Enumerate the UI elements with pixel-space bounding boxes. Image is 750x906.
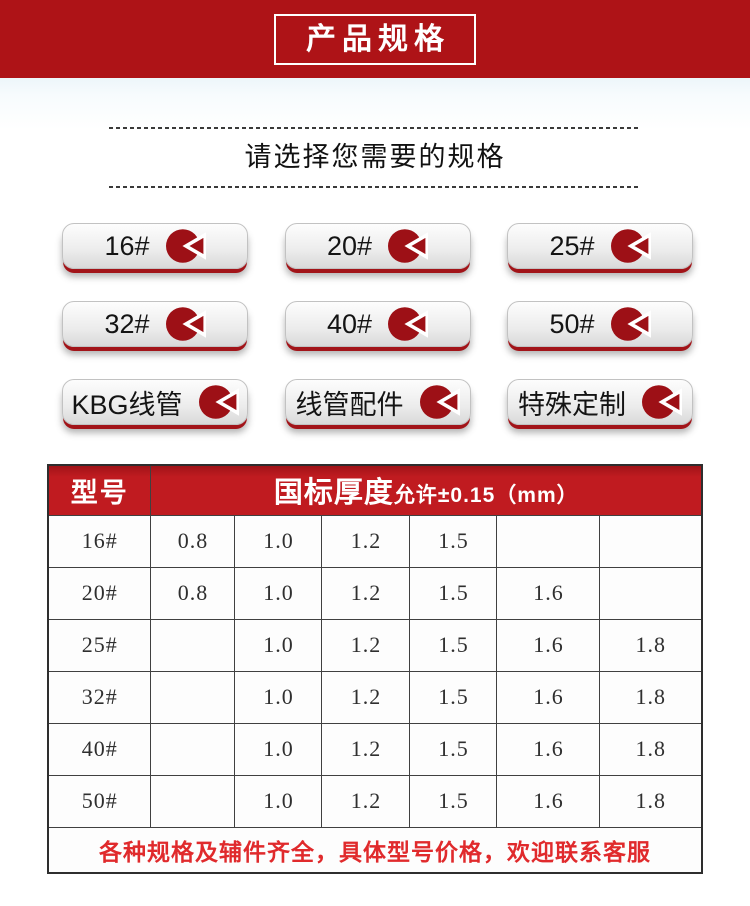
thickness-cell: 1.5 [409, 514, 498, 568]
spec-chooser-section: 请选择您需要的规格 16# 20# 25# 32# 40# [0, 127, 750, 425]
spec-button[interactable]: 25# [507, 223, 693, 269]
divider-dashed-top [109, 127, 641, 129]
table-header-thickness-note: 允许±0.15（mm） [393, 484, 579, 508]
pie-click-icon [388, 229, 429, 263]
spec-button-label: 32# [104, 308, 150, 339]
section-title: 请选择您需要的规格 [244, 142, 506, 172]
spec-button[interactable]: 50# [507, 301, 693, 347]
page-title: 产品规格 [274, 13, 476, 65]
table-header-thickness-main: 国标厚度 [273, 477, 394, 510]
pie-click-icon [165, 307, 206, 341]
spec-button[interactable]: 特殊定制 [507, 379, 693, 425]
spec-button[interactable]: KBG线管 [62, 379, 248, 425]
thickness-cell: 1.2 [321, 566, 411, 620]
table-footer-row: 各种规格及辅件齐全，具体型号价格，欢迎联系客服 [47, 826, 703, 874]
table-row: 32# 1.0 1.2 1.5 1.6 1.8 [47, 670, 703, 724]
banner: 产品规格 [0, 0, 750, 78]
pie-click-icon [610, 307, 651, 341]
table-row: 40# 1.0 1.2 1.5 1.6 1.8 [47, 722, 703, 776]
thickness-cell: 1.0 [234, 514, 323, 568]
thickness-cell [150, 774, 236, 828]
spec-button-label: 特殊定制 [518, 389, 626, 420]
spec-button-grid: 16# 20# 25# 32# 40# 50# [62, 223, 693, 425]
model-cell: 25# [47, 618, 152, 672]
spec-button[interactable]: 线管配件 [284, 379, 471, 425]
model-cell: 50# [47, 774, 152, 828]
thickness-cell: 1.0 [234, 722, 323, 776]
thickness-cell: 1.5 [409, 670, 498, 724]
model-cell: 32# [47, 670, 152, 724]
thickness-cell: 1.5 [409, 722, 498, 776]
thickness-cell [599, 566, 703, 620]
spec-button-label: KBG线管 [71, 389, 183, 420]
thickness-cell: 1.6 [496, 618, 601, 672]
thickness-cell: 1.6 [496, 670, 601, 724]
spec-button-label: 20# [326, 230, 373, 261]
spec-button-label: 线管配件 [295, 389, 404, 420]
thickness-cell: 1.2 [321, 514, 411, 568]
table-header-thickness: 国标厚度允许±0.15（mm） [150, 464, 703, 516]
thickness-cell: 1.8 [599, 774, 703, 828]
spec-button[interactable]: 20# [284, 223, 471, 269]
thickness-cell: 1.6 [496, 774, 601, 828]
thickness-cell: 1.8 [599, 722, 703, 776]
thickness-cell: 1.6 [496, 566, 601, 620]
thickness-cell: 1.5 [409, 774, 498, 828]
pie-click-icon [198, 385, 239, 419]
thickness-cell: 1.0 [234, 670, 323, 724]
thickness-cell: 1.2 [321, 670, 411, 724]
table-row: 25# 1.0 1.2 1.5 1.6 1.8 [47, 618, 703, 672]
spec-button[interactable]: 40# [284, 301, 471, 347]
pie-click-icon [419, 385, 460, 419]
table-header-model: 型号 [47, 464, 152, 516]
spec-button-label: 16# [104, 230, 150, 261]
spec-button-label: 25# [549, 230, 595, 261]
spec-button[interactable]: 16# [62, 223, 248, 269]
thickness-cell: 1.8 [599, 670, 703, 724]
table-header-row: 型号 国标厚度允许±0.15（mm） [47, 464, 703, 516]
thickness-cell: 1.5 [409, 618, 498, 672]
spec-button-label: 40# [326, 308, 373, 339]
model-cell: 16# [47, 514, 152, 568]
thickness-cell: 0.8 [150, 566, 236, 620]
thickness-cell: 1.0 [234, 774, 323, 828]
pie-click-icon [165, 229, 206, 263]
thickness-cell: 1.5 [409, 566, 498, 620]
thickness-cell: 1.0 [234, 618, 323, 672]
thickness-cell: 1.2 [321, 618, 411, 672]
pie-click-icon [388, 307, 429, 341]
thickness-cell [150, 722, 236, 776]
table-footer-note: 各种规格及辅件齐全，具体型号价格，欢迎联系客服 [47, 826, 703, 874]
spec-table-body: 16# 0.8 1.0 1.2 1.5 20# 0.8 1.0 1.2 1.5 1.6 25# 1.0 1… [47, 514, 703, 828]
pie-click-icon [642, 385, 682, 419]
thickness-cell [150, 618, 236, 672]
model-cell: 40# [47, 722, 152, 776]
pie-click-icon [610, 229, 651, 263]
thickness-cell: 1.2 [321, 722, 411, 776]
thickness-cell: 1.8 [599, 618, 703, 672]
spec-button-label: 50# [549, 308, 595, 339]
thickness-cell [496, 514, 601, 568]
thickness-cell: 0.8 [150, 514, 236, 568]
spec-button[interactable]: 32# [62, 301, 248, 347]
table-row: 50# 1.0 1.2 1.5 1.6 1.8 [47, 774, 703, 828]
table-row: 20# 0.8 1.0 1.2 1.5 1.6 [47, 566, 703, 620]
thickness-cell: 1.6 [496, 722, 601, 776]
thickness-cell: 1.2 [321, 774, 411, 828]
thickness-cell [150, 670, 236, 724]
thickness-cell: 1.0 [234, 566, 323, 620]
thickness-spec-table: 型号 国标厚度允许±0.15（mm） 16# 0.8 1.0 1.2 1.5 20# 0.8… [46, 464, 704, 874]
table-row: 16# 0.8 1.0 1.2 1.5 [47, 514, 703, 568]
model-cell: 20# [47, 566, 152, 620]
divider-dashed-bottom [109, 186, 641, 188]
thickness-cell [599, 514, 703, 568]
